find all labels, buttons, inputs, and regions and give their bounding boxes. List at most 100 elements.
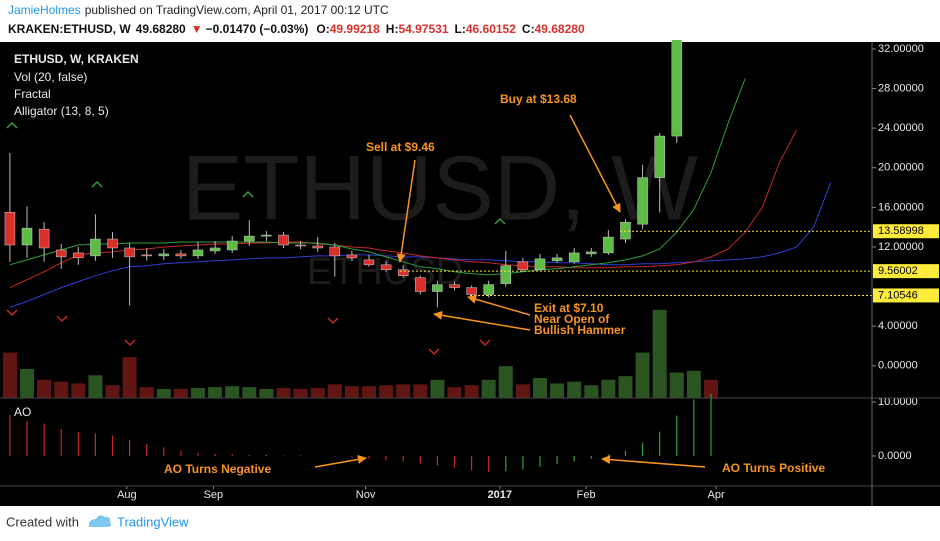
- volume-bar: [88, 375, 103, 398]
- candle-body: [415, 277, 426, 292]
- user-link[interactable]: JamieHolmes: [8, 3, 81, 17]
- y-tick-label: 0.00000: [878, 360, 918, 372]
- legend-item: Fractal: [14, 87, 51, 101]
- volume-bar: [173, 388, 188, 398]
- level-box: [873, 264, 939, 279]
- header-bg: [0, 0, 940, 42]
- candle-body: [73, 252, 84, 259]
- candle-body: [278, 234, 289, 246]
- price-pane: [2, 40, 832, 398]
- candle-body: [568, 252, 580, 263]
- volume-bar: [310, 388, 325, 398]
- volume-bar: [242, 387, 257, 398]
- volume-bar: [327, 384, 342, 398]
- volume-bar: [396, 384, 411, 398]
- h-label: H:: [386, 22, 399, 36]
- y-tick-label: 12.00000: [878, 241, 924, 253]
- candle-body: [432, 284, 443, 292]
- candle-body: [671, 40, 683, 137]
- candle-body: [175, 253, 187, 257]
- level-label: 7.10546: [878, 289, 918, 301]
- candle-body: [55, 249, 67, 258]
- volume-bar: [601, 379, 616, 398]
- candle-body: [4, 212, 16, 246]
- annotation: AO Turns Negative: [164, 462, 271, 476]
- candle-body: [261, 234, 272, 237]
- y-tick-label: 4.00000: [878, 320, 918, 332]
- candle-body: [500, 265, 512, 284]
- level-box: [873, 288, 939, 303]
- legend-item: ETHUSD, W, KRAKEN: [14, 52, 139, 66]
- volume-bar: [379, 385, 394, 398]
- c-label: C:: [522, 22, 535, 36]
- candle-body: [586, 251, 597, 255]
- brand-icon: [88, 515, 111, 527]
- volume-bar: [122, 357, 137, 398]
- candle-body: [295, 244, 306, 247]
- change-arrow: ▼: [191, 22, 203, 36]
- level-label: 13.58998: [878, 225, 924, 237]
- candle-body: [637, 177, 648, 225]
- volume-bar: [413, 384, 428, 398]
- volume-bar: [618, 376, 633, 398]
- candle-body: [312, 245, 323, 249]
- candle-body: [192, 249, 204, 257]
- candle-body: [380, 264, 392, 271]
- candle-body: [534, 258, 546, 271]
- y-tick-label: 32.00000: [878, 43, 924, 55]
- volume-bar: [430, 379, 445, 398]
- symbol: KRAKEN:ETHUSD, W: [8, 22, 131, 36]
- volume-bar: [567, 381, 582, 398]
- candle-body: [397, 269, 409, 276]
- change: −0.01470 (−0.03%): [206, 22, 309, 36]
- footer-brand[interactable]: TradingView: [117, 514, 189, 529]
- candle-body: [124, 247, 135, 258]
- o-value: 49.99218: [330, 22, 380, 36]
- legend-item: Alligator (13, 8, 5): [14, 104, 109, 118]
- ao-tick-label: 0.0000: [878, 450, 912, 462]
- candle-body: [158, 253, 170, 257]
- ao-label: AO: [14, 405, 31, 419]
- candle-body: [654, 135, 665, 178]
- annotation: Sell at $9.46: [366, 140, 435, 154]
- x-tick-label: Sep: [204, 489, 224, 501]
- x-tick-label: 2017: [488, 489, 512, 501]
- fractals: [6, 121, 506, 356]
- x-tick-label: Aug: [117, 489, 137, 501]
- volume-bar: [447, 387, 462, 398]
- c-value: 49.68280: [535, 22, 585, 36]
- candle-body: [226, 240, 238, 251]
- candle-body: [483, 284, 494, 295]
- y-tick-label: 20.00000: [878, 162, 924, 174]
- volume-bar: [532, 378, 547, 398]
- annotation-arrows: [314, 114, 706, 468]
- volume-bar: [20, 368, 35, 398]
- volume-bar: [276, 388, 291, 398]
- symbol-line: KRAKEN:ETHUSD, W 49.68280 ▼ −0.01470 (−0.03…: [8, 22, 585, 36]
- candle-body: [244, 235, 255, 242]
- y-tick-label: 28.00000: [878, 82, 924, 94]
- candle-body: [363, 259, 375, 266]
- legend-item: Vol (20, false): [14, 70, 87, 84]
- candle-body: [603, 236, 614, 254]
- volume-bar: [669, 372, 684, 398]
- volume-bar: [259, 388, 274, 398]
- plot: 32.00000 28.00000 24.00000 20.00000 16.00000…: [2, 40, 939, 501]
- volume-bar: [361, 386, 376, 398]
- candle-body: [517, 261, 529, 271]
- candle-body: [620, 221, 631, 240]
- candle-body: [551, 257, 563, 262]
- volume-bar: [703, 379, 718, 398]
- y-tick-label: 16.00000: [878, 201, 924, 213]
- candle-body: [466, 287, 477, 295]
- x-tick-label: Nov: [356, 489, 376, 501]
- volume-bar: [464, 385, 479, 398]
- published: published on TradingView.com, April 01, …: [85, 3, 389, 17]
- candle-body: [90, 238, 101, 257]
- annotation: Near Open of: [534, 312, 610, 326]
- volume-bar: [139, 387, 154, 398]
- ao-tick-label: 10.0000: [878, 396, 918, 408]
- volume-bar: [584, 385, 599, 398]
- annotation: Exit at $7.10: [534, 301, 604, 315]
